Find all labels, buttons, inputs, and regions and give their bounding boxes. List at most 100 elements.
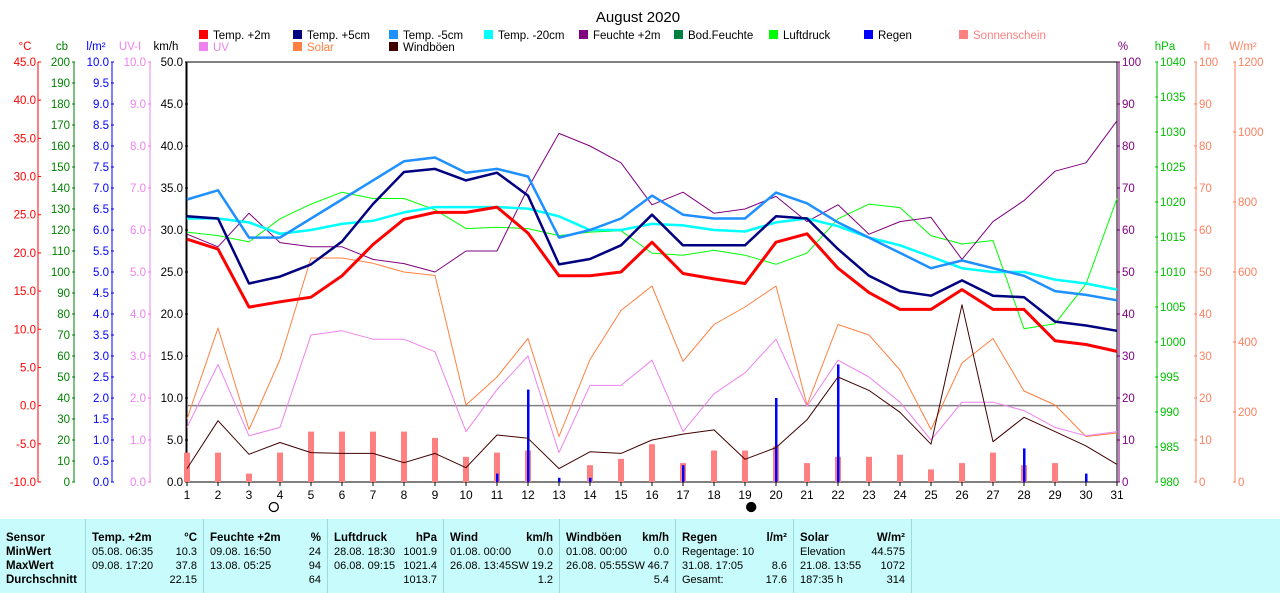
axis-tick-label: 10.0	[14, 324, 36, 336]
axis-tick-label: 15.0	[161, 351, 183, 363]
axis-tick-label: 0	[1238, 477, 1244, 489]
axis-unit-label: %	[1118, 41, 1128, 53]
stats-header: MinWert	[6, 546, 52, 558]
axis-tick-label: 8.5	[93, 120, 109, 132]
x-tick-label: 29	[1048, 488, 1062, 502]
x-tick-label: 5	[308, 488, 315, 502]
legend-swatch	[199, 30, 208, 39]
left-axis-ticks: 45.0 40.0 35.0 30.0 25.0 20.0 15.0 10.0 5.0 0.0 -5…	[10, 57, 188, 489]
axis-tick-label: 60	[1122, 225, 1135, 237]
rain-bar	[496, 473, 499, 482]
stats-cell: 94	[308, 560, 321, 572]
axis-tick-label: 30.0	[14, 172, 36, 184]
stats-cell: 8.6	[771, 560, 787, 572]
axis-tick-label: 1.5	[93, 414, 109, 426]
sunshine-bar	[618, 458, 624, 482]
axis-tick-label: 4.0	[93, 309, 109, 321]
axis-tick-label: 50.0	[161, 57, 183, 69]
axis-tick-label: 60	[57, 351, 70, 363]
axis-tick-label: 40	[1199, 309, 1212, 321]
x-tick-label: 12	[521, 488, 535, 502]
axis-tick-label: 0	[64, 477, 70, 489]
stats-header: Luftdruck	[334, 532, 388, 544]
stats-cell: Gesamt:	[682, 574, 724, 586]
axis-tick-label: 25.0	[161, 267, 183, 279]
sunshine-bar	[587, 465, 593, 482]
sunshine-bar	[494, 452, 500, 482]
rain-bar	[558, 477, 561, 482]
axis-tick-label: 6.0	[93, 225, 109, 237]
x-tick-label: 11	[491, 488, 504, 502]
legend-swatch	[199, 42, 208, 51]
axis-tick-label: 4.0	[130, 309, 146, 321]
stats-header: km/h	[526, 532, 553, 544]
stats-header: Wind	[450, 532, 478, 544]
sunshine-bar	[928, 469, 934, 482]
stats-group: Regen l/m² Regentage: 10 31.08. 17:05 8.6 Ges…	[676, 519, 794, 593]
x-axis-ticks: 1 2 3 4 5 6 7 8 9 10 11 12 13 14 15 16 17 18 19 20 21 22 23 24 2…	[184, 482, 1124, 502]
temp-minus20cm-line	[187, 205, 1118, 291]
legend-swatch	[293, 30, 302, 39]
axis-tick-label: 2.0	[130, 393, 146, 405]
x-tick-label: 16	[645, 488, 659, 502]
stats-cell: 1.2	[537, 574, 553, 586]
bar-series	[184, 364, 1088, 482]
stats-cell: 26.08. 05:55SW	[566, 560, 645, 572]
stats-cell: 22.15	[169, 574, 197, 586]
stats-group: Feuchte +2m% 09.08. 16:50 24 13.08. 05:25 94…	[204, 519, 328, 593]
axis-tick-label: 0	[1122, 477, 1128, 489]
axis-tick-label: 90	[1199, 99, 1212, 111]
axis-tick-label: 40	[1122, 309, 1135, 321]
axis-tick-label: 985	[1160, 442, 1179, 454]
stats-group: Sensor MinWert MaxWert Durchschnitt	[0, 519, 86, 593]
axis-tick-label: 1030	[1160, 127, 1186, 139]
sunshine-bar	[866, 456, 872, 482]
stats-header: Regen	[682, 532, 718, 544]
axis-tick-label: 8.0	[130, 141, 146, 153]
sunshine-bar	[649, 444, 655, 482]
axis-tick-label: 160	[51, 141, 70, 153]
stats-cell: 09.08. 17:20	[92, 560, 154, 572]
axis-unit-label: l/m²	[86, 41, 105, 53]
legend-swatch	[674, 30, 683, 39]
rain-bar	[1023, 448, 1026, 482]
legend-swatch	[959, 30, 968, 39]
axis-tick-label: 1.0	[93, 435, 109, 447]
axis-tick-label: 2.0	[93, 393, 109, 405]
weather-chart: August 2020 Temp. +2m Temp. +5cm Temp. -5c…	[10, 9, 1264, 513]
axis-tick-label: -10.0	[10, 477, 36, 489]
axis-tick-label: 0.5	[93, 456, 109, 468]
axis-tick-label: 1040	[1160, 57, 1186, 69]
axis-unit-label: km/h	[154, 41, 179, 53]
legend-item: Windböen	[389, 42, 455, 54]
axis-tick-label: 10.0	[87, 57, 109, 69]
stats-cell: 5.4	[653, 574, 669, 586]
legend-item: Temp. +2m	[199, 30, 270, 42]
legend-label: Sonnenschein	[973, 30, 1046, 42]
stats-cell: 37.8	[175, 560, 197, 572]
legend-label: Luftdruck	[783, 30, 831, 42]
axis-tick-label: 200	[1238, 407, 1257, 419]
axis-tick-label: 0	[1199, 477, 1205, 489]
axis-tick-label: 980	[1160, 477, 1179, 489]
temp-plus2m-line	[186, 205, 1118, 353]
x-tick-label: 10	[459, 488, 473, 502]
legend-swatch	[389, 30, 398, 39]
sunshine-bar	[1052, 463, 1058, 482]
right-axis-ticks: 1009080706050403020100104010351030102510…	[1117, 57, 1264, 489]
axis-tick-label: 1010	[1160, 267, 1186, 279]
axis-tick-label: 70	[1199, 183, 1212, 195]
stats-cell: 31.08. 17:05	[682, 560, 744, 572]
legend-label: Regen	[878, 30, 912, 42]
axis-tick-label: 1015	[1160, 232, 1186, 244]
x-tick-label: 21	[800, 488, 814, 502]
x-tick-label: 23	[862, 488, 876, 502]
wind-gust-line	[186, 304, 1118, 470]
sunshine-bar	[277, 452, 283, 482]
x-tick-label: 18	[707, 488, 721, 502]
x-tick-label: 26	[955, 488, 969, 502]
x-tick-label: 15	[614, 488, 628, 502]
axis-tick-label: 20.0	[14, 248, 36, 260]
stats-group: Wind km/h 01.08. 00:00 0.0 26.08. 13:45SW 19.…	[444, 519, 560, 593]
sunshine-bar	[959, 463, 965, 482]
